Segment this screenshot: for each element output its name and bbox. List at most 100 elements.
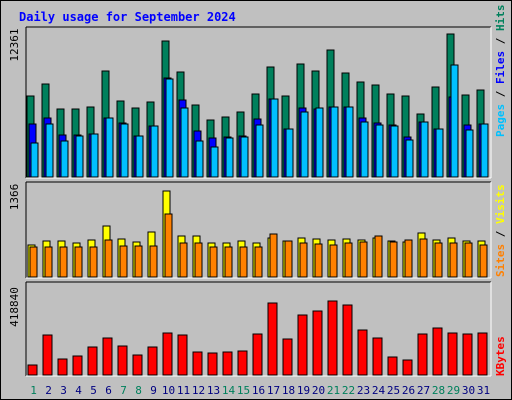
kbytes-bar (147, 346, 158, 376)
kbytes-bar (297, 314, 308, 376)
middle-legend: Sites / Visits (494, 184, 507, 277)
pages-bar (120, 123, 129, 178)
sites-bar (254, 246, 263, 278)
day-label: 20 (312, 384, 325, 397)
panel-1-max-label: 12361 (8, 28, 21, 61)
day-label: 21 (327, 384, 340, 397)
kbytes-bar (417, 333, 428, 376)
bottom-legend-kbytes: KBytes (494, 336, 507, 376)
kbytes-bar (87, 346, 98, 376)
pages-bar (465, 129, 474, 178)
day-label: 13 (207, 384, 220, 397)
top-legend-pages: Pages (494, 104, 507, 137)
pages-bar (60, 140, 69, 178)
kbytes-bar (177, 334, 188, 376)
day-label: 11 (177, 384, 190, 397)
pages-bar (480, 123, 489, 178)
day-label: 16 (252, 384, 265, 397)
pages-bar (405, 139, 414, 178)
kbytes-bar (192, 351, 203, 376)
day-label: 14 (222, 384, 236, 397)
day-label: 26 (402, 384, 415, 397)
pages-bar (255, 124, 264, 178)
pages-bar (90, 133, 99, 178)
pages-bar (345, 106, 354, 178)
pages-bar (45, 123, 54, 178)
day-label: 31 (477, 384, 490, 397)
pages-bar (390, 125, 399, 178)
kbytes-bar (237, 350, 248, 376)
day-label: 18 (282, 384, 295, 397)
kbytes-bar (372, 337, 383, 376)
pages-bar (180, 107, 189, 178)
sites-bar (374, 235, 383, 278)
sites-bar (74, 246, 83, 278)
pages-bar (135, 135, 144, 178)
day-label: 2 (45, 384, 52, 397)
kbytes-bar (342, 304, 353, 376)
kbytes-bar (462, 333, 473, 376)
kbytes-bar (117, 345, 128, 376)
kbytes-bar (27, 364, 38, 376)
pages-bar (30, 142, 39, 178)
sites-bar (419, 238, 428, 278)
pages-bar (375, 124, 384, 178)
sites-bar (179, 242, 188, 278)
pages-bar (285, 128, 294, 178)
pages-bar (300, 111, 309, 178)
kbytes-bar (402, 359, 413, 376)
top-legend-hits: Hits (494, 5, 507, 32)
sites-bar (119, 245, 128, 278)
sites-bar (194, 242, 203, 278)
panel-3-max-label: 418840 (8, 287, 21, 327)
kbytes-bar (222, 351, 233, 376)
sites-bar (299, 242, 308, 278)
day-label: 15 (237, 384, 250, 397)
pages-bar (210, 146, 219, 178)
pages-bar (75, 135, 84, 178)
day-label: 3 (60, 384, 67, 397)
day-label: 5 (90, 384, 97, 397)
sites-bar (164, 213, 173, 278)
panel-2-max-label: 1366 (8, 184, 21, 211)
sites-bar (104, 239, 113, 278)
sites-bar (224, 246, 233, 278)
day-label: 17 (267, 384, 280, 397)
sites-bar (404, 239, 413, 278)
day-label: 23 (357, 384, 370, 397)
pages-bar (330, 106, 339, 178)
pages-bar (315, 107, 324, 178)
kbytes-bar (162, 332, 173, 376)
sites-bar (149, 245, 158, 278)
sites-bar (29, 246, 38, 278)
middle-legend-visits: Visits (494, 184, 507, 224)
sites-bar (134, 245, 143, 278)
day-label: 27 (417, 384, 430, 397)
day-label: 8 (135, 384, 142, 397)
pages-bar (105, 117, 114, 178)
sites-bar (284, 240, 293, 278)
day-label: 1 (30, 384, 37, 397)
sites-bar (269, 233, 278, 278)
day-label: 7 (120, 384, 127, 397)
kbytes-bar (357, 329, 368, 376)
pages-bar (165, 78, 174, 178)
top-legend-files: Files (494, 51, 507, 84)
kbytes-bar (312, 310, 323, 376)
day-label: 28 (432, 384, 445, 397)
kbytes-bar (387, 356, 398, 376)
pages-bar (225, 137, 234, 178)
day-label: 24 (372, 384, 386, 397)
sites-bar (479, 244, 488, 278)
top-legend-separator: / (494, 84, 507, 104)
pages-bar (150, 125, 159, 178)
day-label: 22 (342, 384, 355, 397)
sites-bar (329, 244, 338, 278)
sites-bar (449, 242, 458, 278)
kbytes-bar (57, 358, 68, 376)
sites-bar (209, 246, 218, 278)
sites-bar (239, 246, 248, 278)
day-label: 12 (192, 384, 205, 397)
